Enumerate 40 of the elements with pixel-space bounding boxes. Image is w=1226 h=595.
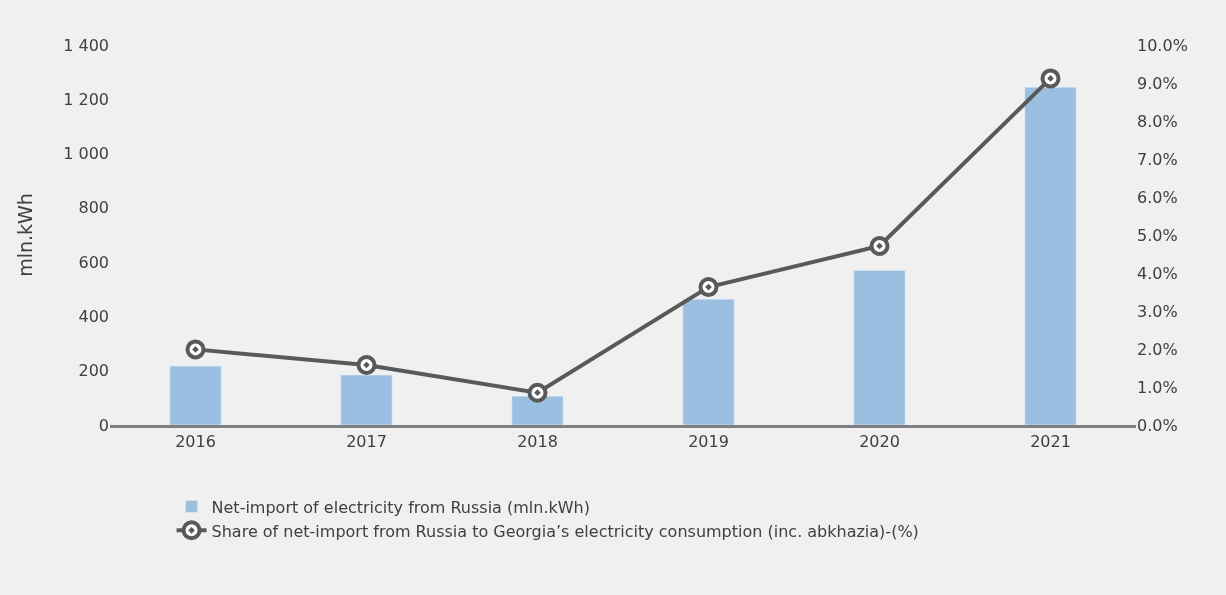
y-tick-label: 800 [78, 198, 109, 218]
y2-tick-label: 5.0% [1137, 225, 1178, 245]
y2-tick-label: 3.0% [1137, 301, 1178, 321]
point [527, 382, 548, 403]
point [1040, 68, 1061, 89]
x-tick-label: 2021 [1030, 432, 1071, 452]
point [185, 339, 206, 360]
y2-tick-label: 10.0% [1137, 35, 1188, 55]
bar [853, 270, 906, 425]
x-tick-label: 2016 [175, 432, 216, 452]
x-tick-label: 2020 [859, 432, 900, 452]
point [698, 277, 719, 298]
x-tick-label: 2018 [517, 432, 558, 452]
y-tick-label: 1 200 [63, 89, 109, 109]
y2-tick-label: 7.0% [1137, 149, 1178, 169]
y-tick-label: 1 000 [63, 144, 109, 164]
x-tick-label: 2017 [346, 432, 387, 452]
bar [511, 395, 564, 425]
point [869, 236, 890, 257]
y2-tick-label: 8.0% [1137, 111, 1178, 131]
y2-tick-label: 9.0% [1137, 73, 1178, 93]
bar [1024, 87, 1077, 425]
y2-tick-label: 1.0% [1137, 377, 1178, 397]
y2-tick-label: 4.0% [1137, 263, 1178, 283]
x-tick-label: 2019 [688, 432, 729, 452]
y-tick-label: 200 [78, 361, 109, 381]
y-tick-label: 1 400 [63, 35, 109, 55]
y-tick-label: 400 [78, 307, 109, 327]
y-axis-title: mln.kWh [14, 193, 37, 277]
legend-label: Share of net-import from Russia to Georgia’s electricity consumption (inc. abkhazia)-(%) [211, 521, 919, 541]
y-tick-label: 600 [78, 252, 109, 272]
bar [682, 299, 735, 425]
y2-tick-label: 6.0% [1137, 187, 1178, 207]
bar [340, 374, 393, 425]
y2-tick-label: 0.0% [1137, 415, 1178, 435]
y2-tick-label: 2.0% [1137, 339, 1178, 359]
y-tick-label: 0 [98, 415, 109, 435]
point [356, 354, 377, 375]
legend-label: Net-import of electricity from Russia (mln.kWh) [211, 497, 590, 517]
bar [169, 365, 222, 425]
